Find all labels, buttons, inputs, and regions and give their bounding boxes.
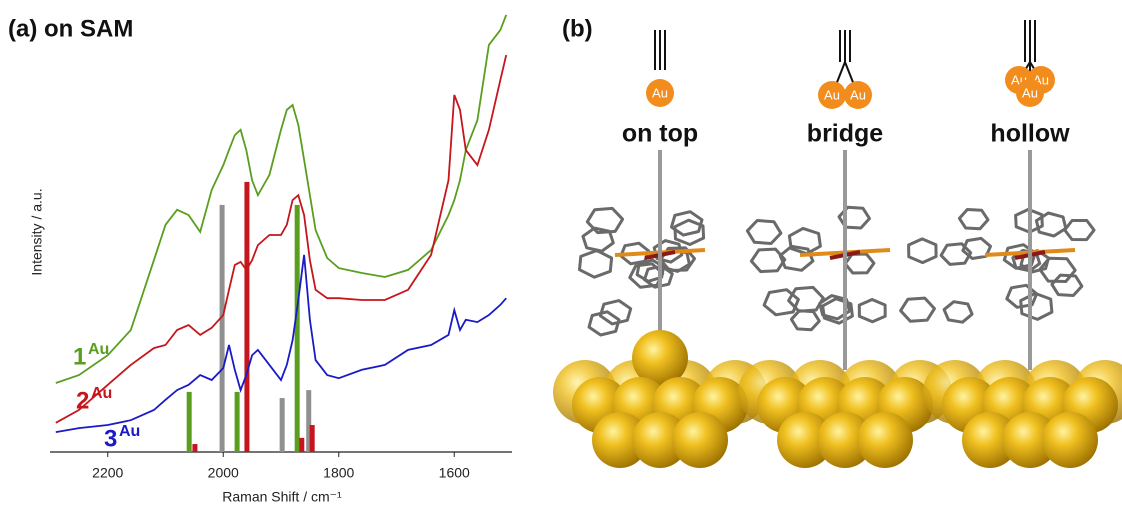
calc-bar [244,182,249,452]
site-label: on top [622,120,698,148]
calc-bar [295,205,300,452]
phenyl-ring [1065,221,1094,240]
gold-cluster [553,330,767,468]
molecule [747,150,936,370]
gold-cluster [738,360,952,468]
au-atom-label: Au [850,87,866,102]
x-tick-label: 2000 [208,465,239,481]
spectrum-line [56,55,506,423]
series-label-sup: Au [88,341,109,358]
phenyl-ring [751,249,784,272]
phenyl-ring [859,300,885,322]
site-label: bridge [807,120,883,148]
phenyl-ring [901,298,935,321]
phenyl-ring [580,251,612,278]
calc-bar [280,398,285,452]
spectrum-line [56,15,506,383]
panel-a-title: (a) on SAM [8,15,133,42]
au-atom-label: Au [824,87,840,102]
series-label: 3 [104,425,117,452]
phenyl-ring [764,290,798,315]
phenyl-ring [791,311,819,330]
au-atom-label: Au [1022,85,1038,100]
site-label: hollow [990,120,1070,148]
adsorbate-icon: Au [646,30,674,107]
x-tick-label: 1800 [323,465,354,481]
calc-bar [235,392,240,452]
panel-b-title: (b) [562,15,593,42]
phenyl-ring [845,254,874,273]
x-axis-label: Raman Shift / cm⁻¹ [222,489,342,505]
calc-bar [299,438,304,452]
figure: (a) on SAM Raman Shift / cm⁻¹ Intensity … [0,0,1122,510]
gold-sphere [857,412,913,468]
gold-sphere [672,412,728,468]
gold-cluster [923,360,1122,468]
gold-sphere [1042,412,1098,468]
adsorbate-icon: Au Au [818,30,872,109]
series-label-sup: Au [91,385,112,402]
calc-bar [192,444,197,452]
phenyl-ring [944,302,972,323]
y-axis-label: Intensity / a.u. [29,188,45,275]
phenyl-ring [747,221,781,244]
series-label: 1 [73,343,86,370]
calc-bar [220,205,225,452]
calc-bar [310,425,315,452]
series-label-sup: Au [119,423,140,440]
phenyl-ring [909,239,937,263]
phenyl-ring [959,210,988,229]
molecule [941,150,1094,370]
calc-bar [187,392,192,452]
x-tick-label: 1600 [439,465,470,481]
series-label: 2 [76,387,89,414]
x-tick-label: 2200 [92,465,123,481]
au-atom-label: Au [652,85,668,100]
